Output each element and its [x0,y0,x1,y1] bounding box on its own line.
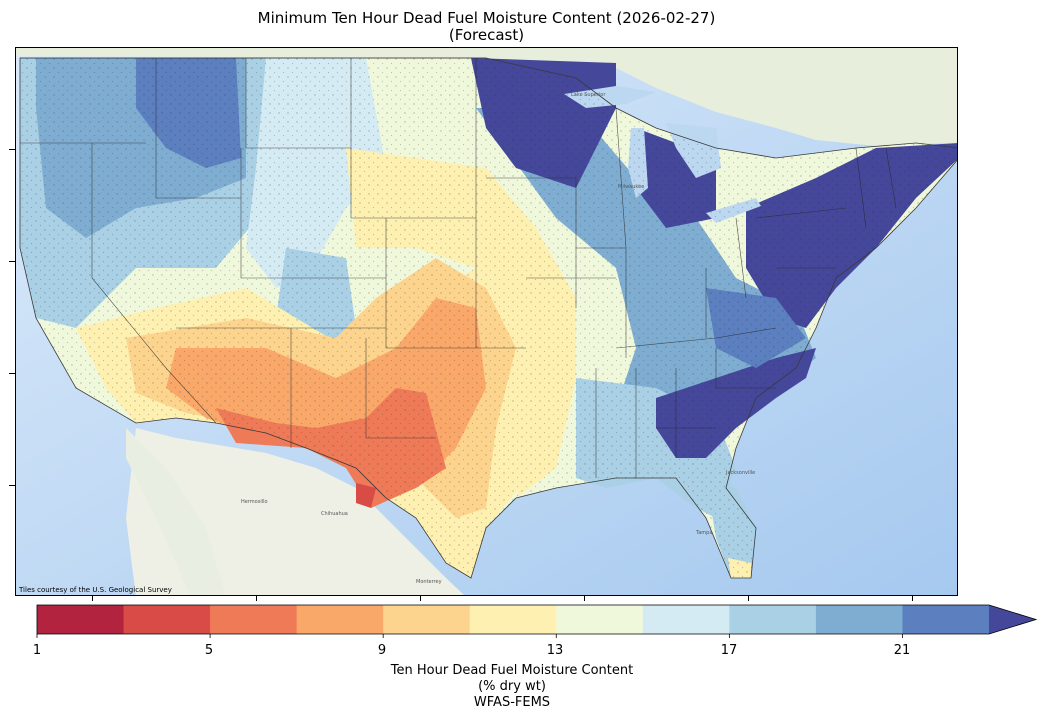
y-axis-tick [9,373,15,374]
colorbar-tick-label: 13 [546,643,564,658]
colorbar-bin [210,605,298,634]
place-label-hermosillo: Hermosillo [241,499,268,505]
y-axis-tick [9,485,15,486]
x-axis-tick [92,596,93,601]
y-axis-tick [9,149,15,150]
moisture-zone-red-texas [356,483,376,508]
us-coastline [19,57,957,579]
y-axis-tick [9,261,15,262]
colorbar-tick-label: 1 [32,643,42,658]
data-source: WFAS-FEMS [473,695,551,710]
colorbar-bin [902,605,990,634]
x-axis-tick [584,596,585,601]
colorbar-bin [556,605,644,634]
map-subtitle: (Forecast) [448,26,525,44]
colorbar-tick-label: 21 [893,643,911,658]
colorbar-tick-label: 5 [204,643,214,658]
place-label-monterrey: Monterrey [416,579,442,585]
map-title: Minimum Ten Hour Dead Fuel Moisture Cont… [257,9,716,27]
x-axis-tick [256,596,257,601]
fuel-moisture-map: Hermosillo Chihuahua Monterrey Lake Supe… [16,48,957,595]
canada-land [16,48,957,146]
colorbar-bin [123,605,211,634]
colorbar-tick-label: 17 [720,643,738,658]
colorbar [36,604,1038,638]
colorbar-units: (% dry wt) [478,679,546,694]
place-label-milwaukee: Milwaukee [618,184,644,190]
place-label-lake-superior: Lake Superior [571,92,606,98]
place-label-tampa: Tampa [695,530,712,536]
colorbar-bin [296,605,384,634]
colorbar-label: Ten Hour Dead Fuel Moisture Content [390,663,634,678]
colorbar-bin [642,605,730,634]
stipple-overlay [20,58,957,578]
colorbar-bin [469,605,557,634]
colorbar-outline [36,604,1038,635]
colorbar-bin [383,605,471,634]
baja-land [126,428,226,595]
map-panel[interactable]: Hermosillo Chihuahua Monterrey Lake Supe… [15,47,958,596]
place-label-jacksonville: Jacksonville [725,470,755,476]
x-axis-tick [748,596,749,601]
map-attribution: Tiles courtesy of the U.S. Geological Su… [19,586,172,594]
x-axis-tick [912,596,913,601]
x-axis-tick [420,596,421,601]
colorbar-bin [815,605,903,634]
colorbar-bin [729,605,817,634]
place-label-chihuahua: Chihuahua [321,511,348,517]
colorbar-tick-label: 9 [377,643,387,658]
colorbar-extend-arrow [989,605,1036,634]
colorbar-bin [37,605,125,634]
